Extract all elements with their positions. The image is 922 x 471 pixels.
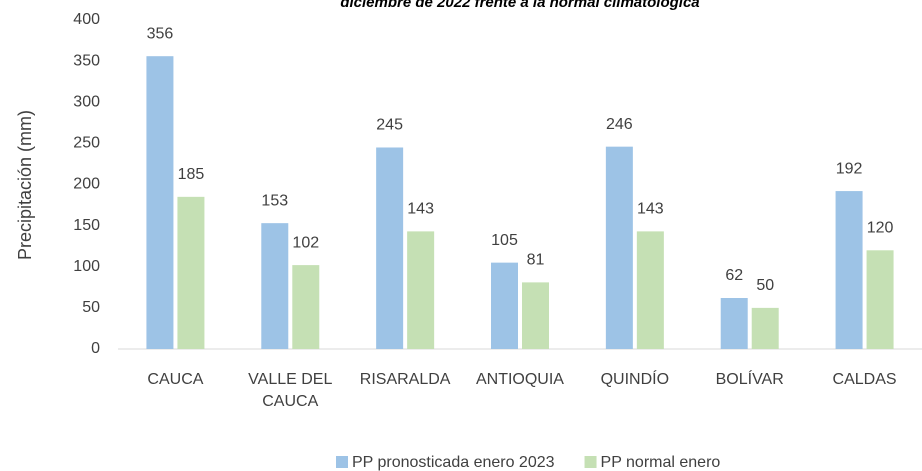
data-label: 245 [376,117,403,134]
bar [407,231,435,349]
bar [292,265,320,349]
bar [522,282,549,349]
bar [636,231,664,349]
data-label: 153 [261,192,288,209]
y-axis-label: Precipitación (mm) [15,110,35,260]
y-tick-label: 100 [73,258,100,275]
data-label: 143 [637,201,664,218]
data-label: 246 [606,116,633,133]
legend-swatch [584,456,597,468]
x-tick-label: CAUCA [147,371,204,388]
bar [866,250,894,349]
y-tick-label: 350 [73,52,100,69]
bar [376,147,404,349]
bar [146,56,174,349]
x-tick-label: RISARALDA [359,371,451,388]
legend-label: PP normal enero [601,454,721,471]
data-label: 81 [527,252,545,269]
y-tick-label: 150 [73,217,100,234]
legend-swatch [336,456,348,468]
data-label: 143 [407,201,434,218]
data-label: 102 [292,234,319,251]
bar [720,298,748,349]
x-tick-label: CALDAS [832,371,897,388]
y-tick-label: 50 [82,299,100,316]
data-label: 192 [836,160,863,177]
x-tick-label: BOLÍVAR [715,371,784,388]
y-tick-label: 400 [73,11,100,28]
data-label: 356 [147,25,174,42]
data-label: 120 [867,220,894,237]
bar [605,146,633,349]
data-label: 50 [756,277,774,294]
bar [491,262,518,349]
data-label: 105 [491,232,518,249]
y-tick-label: 200 [73,176,100,193]
bar [177,196,205,349]
x-tick-label: ANTIOQUIA [475,371,564,388]
data-label: 185 [178,166,205,183]
bar [261,223,289,349]
chart-title: diciembre de 2022 frente a la normal cli… [340,0,699,11]
y-tick-label: 300 [73,93,100,110]
x-tick-label: QUINDÍO [600,371,670,388]
data-label: 62 [725,267,743,284]
legend-label: PP pronosticada enero 2023 [352,454,555,471]
x-tick-label: VALLE DEL CAUCA [248,371,333,410]
bar [751,307,779,349]
bar [835,191,863,349]
y-tick-label: 0 [91,340,100,357]
y-tick-label: 250 [73,135,100,152]
